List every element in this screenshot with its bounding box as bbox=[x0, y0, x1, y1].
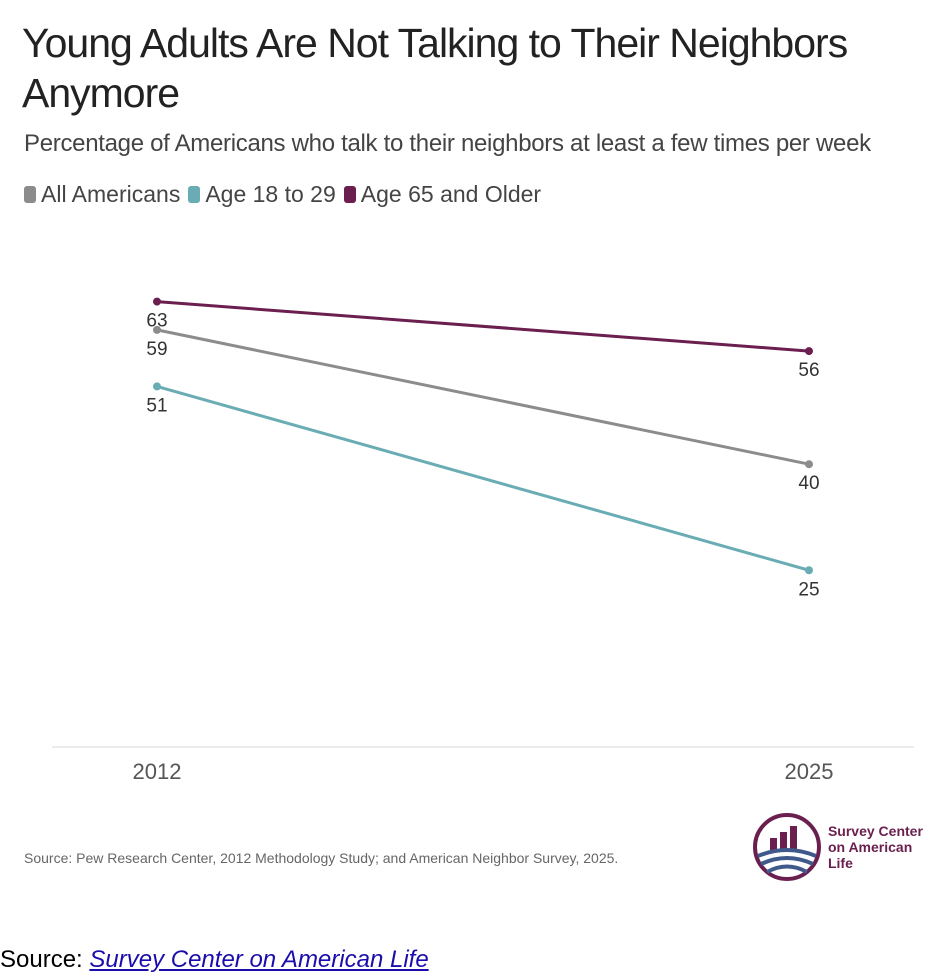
x-tick-label-2012: 2012 bbox=[133, 759, 182, 784]
data-point-all-americans-2012 bbox=[153, 325, 161, 334]
series-line-age-18-to-29 bbox=[156, 384, 810, 572]
legend-label-all-americans: All Americans bbox=[41, 181, 181, 207]
data-point-age-18-to-29-2012 bbox=[153, 382, 161, 391]
survey-center-logo-icon bbox=[752, 813, 821, 881]
footer-source: Source: Survey Center on American Life bbox=[0, 946, 429, 974]
data-label-age-18-to-29-2012: 51 bbox=[146, 395, 167, 416]
legend-swatch-age-65-older bbox=[343, 186, 356, 203]
line-chart: 2012 2025 59 40 51 25 63 56 bbox=[52, 297, 914, 784]
legend-item-age-18-29: Age 18 to 29 bbox=[188, 181, 336, 208]
chart-title: Young Adults Are Not Talking to Their Ne… bbox=[22, 20, 848, 116]
data-point-age-65-and-older-2012 bbox=[153, 297, 161, 306]
data-label-all-americans-2012: 59 bbox=[146, 339, 167, 360]
logo-line-2: on American Life bbox=[827, 839, 913, 871]
chart-subtitle: Percentage of Americans who talk to thei… bbox=[24, 130, 871, 157]
data-point-all-americans-2025 bbox=[805, 460, 813, 469]
legend: All Americans Age 18 to 29 Age 65 and Ol… bbox=[24, 181, 549, 208]
legend-label-age-65-older: Age 65 and Older bbox=[360, 181, 542, 207]
data-label-age-18-to-29-2025: 25 bbox=[798, 579, 819, 600]
data-label-age-65-and-older-2012: 63 bbox=[146, 311, 167, 332]
legend-swatch-age-18-29 bbox=[188, 186, 201, 203]
survey-center-logo: Survey Center on American Life bbox=[752, 812, 941, 882]
legend-item-age-65-older: Age 65 and Older bbox=[343, 181, 542, 208]
legend-item-all-americans: All Americans bbox=[24, 181, 180, 208]
series-line-age-65-and-older bbox=[156, 300, 810, 353]
data-point-age-65-and-older-2025 bbox=[805, 347, 813, 356]
legend-label-age-18-29: Age 18 to 29 bbox=[205, 181, 336, 207]
legend-swatch-all-americans bbox=[24, 186, 36, 203]
footer-source-prefix: Source: bbox=[0, 946, 90, 973]
data-point-age-18-to-29-2025 bbox=[805, 566, 813, 575]
footer-source-link[interactable]: Survey Center on American Life bbox=[89, 946, 429, 973]
data-label-all-americans-2025: 40 bbox=[798, 473, 819, 494]
logo-line-1: Survey Center bbox=[827, 823, 923, 839]
logo-text: Survey Center on American Life bbox=[828, 823, 941, 871]
data-label-age-65-and-older-2025: 56 bbox=[798, 360, 819, 381]
x-tick-label-2025: 2025 bbox=[785, 759, 834, 784]
source-note: Source: Pew Research Center, 2012 Method… bbox=[24, 850, 619, 866]
series-line-all-americans bbox=[156, 328, 810, 466]
